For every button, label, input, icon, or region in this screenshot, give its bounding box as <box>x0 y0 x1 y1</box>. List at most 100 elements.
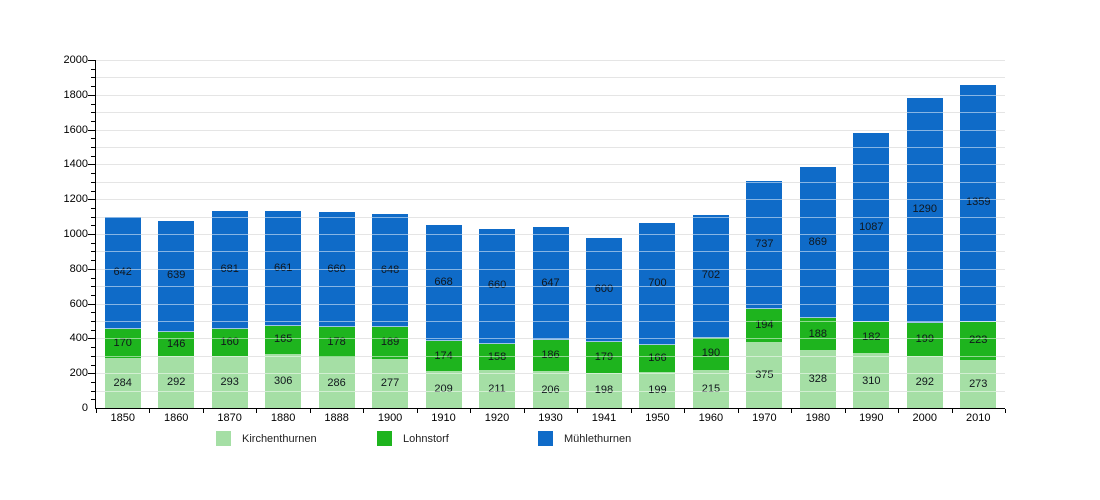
x-axis-tick-8 <box>523 409 525 413</box>
bar-value-label: 223 <box>969 334 988 347</box>
bar-2000: 292 199 1290 <box>906 98 943 408</box>
y-minor-tick-150 <box>91 381 95 383</box>
x-axis-tick-6 <box>416 409 418 413</box>
y-minor-tick-1300 <box>91 181 95 183</box>
bar-segment-mühlethurnen-1888: 660 <box>318 212 355 328</box>
bar-value-label: 158 <box>488 351 506 363</box>
gridline-overlay-1900 <box>96 77 1005 79</box>
bar-segment-mühlethurnen-1980: 869 <box>799 167 836 319</box>
bar-1980: 328 188 869 <box>799 167 836 408</box>
x-axis-label-1941: 1941 <box>591 412 617 424</box>
legend-item-lohnstorf: Lohnstorf <box>377 431 538 446</box>
gridline-overlay-1800 <box>96 94 1005 96</box>
x-axis-tick-16 <box>951 409 953 413</box>
bar-segment-kirchenthurnen-1960: 215 <box>692 370 729 408</box>
bar-segment-kirchenthurnen-1880: 306 <box>265 354 302 408</box>
bar-value-label: 648 <box>381 264 399 276</box>
x-axis-tick-5 <box>363 409 365 413</box>
y-axis-label-2000: 2000 <box>63 54 88 66</box>
gridline-overlay-600 <box>96 303 1005 305</box>
x-axis-label-1950: 1950 <box>645 412 670 424</box>
x-axis-label-1880: 1880 <box>270 412 296 424</box>
x-axis-label-1920: 1920 <box>484 412 510 424</box>
y-minor-tick-1250 <box>91 190 95 192</box>
y-major-tick-800 <box>88 268 95 270</box>
gridline-overlay-500 <box>96 321 1005 322</box>
x-axis-label-1990: 1990 <box>859 412 884 424</box>
y-major-tick-1400 <box>88 164 95 166</box>
bar-1860: 292 146 639 <box>158 220 195 408</box>
gridline-overlay-700 <box>96 286 1005 288</box>
y-minor-tick-500 <box>91 321 95 322</box>
bar-value-label: 292 <box>167 376 186 389</box>
y-axis-label-1200: 1200 <box>63 193 88 206</box>
y-minor-tick-50 <box>91 399 95 401</box>
bar-value-label: 284 <box>113 376 132 389</box>
y-minor-tick-1650 <box>91 120 95 122</box>
bar-segment-mühlethurnen-1900: 648 <box>372 214 409 327</box>
gridline-overlay-1100 <box>96 216 1005 218</box>
x-axis-tick-9 <box>577 409 579 413</box>
x-axis-label-1910: 1910 <box>431 412 456 424</box>
y-axis-label-1800: 1800 <box>63 88 88 101</box>
bar-value-label: 215 <box>701 382 721 395</box>
y-minor-tick-1050 <box>91 225 95 227</box>
y-major-tick-600 <box>88 303 95 305</box>
y-axis-label-600: 600 <box>69 297 88 310</box>
y-minor-tick-750 <box>91 277 95 279</box>
bar-segment-mühlethurnen-1870: 681 <box>211 210 248 330</box>
bar-value-label: 639 <box>167 269 186 282</box>
bar-segment-kirchenthurnen-1860: 292 <box>158 357 195 408</box>
y-axis-label-0: 0 <box>81 402 88 414</box>
y-axis-label-200: 200 <box>69 367 88 380</box>
bar-segment-kirchenthurnen-2010: 273 <box>960 360 997 408</box>
y-major-tick-2000 <box>88 60 95 61</box>
y-minor-tick-850 <box>91 260 95 262</box>
bar-segment-mühlethurnen-1860: 639 <box>158 220 195 332</box>
x-axis-tick-0 <box>96 409 97 413</box>
y-axis-label-1600: 1600 <box>63 123 88 136</box>
x-axis-label-1900: 1900 <box>377 412 403 424</box>
bar-1880: 306 165 661 <box>265 211 302 408</box>
bar-value-label: 277 <box>380 377 400 390</box>
gridline-overlay-400 <box>96 338 1005 340</box>
bar-value-label: 328 <box>808 372 828 385</box>
bar-value-label: 310 <box>862 374 881 387</box>
bar-segment-lohnstorf-2000: 199 <box>906 322 943 358</box>
y-minor-tick-1150 <box>91 207 95 209</box>
bar-segment-lohnstorf-1980: 188 <box>799 318 836 351</box>
gridline-overlay-300 <box>96 355 1005 357</box>
gridline-overlay-200 <box>96 373 1005 375</box>
bar-segment-mühlethurnen-1880: 661 <box>265 211 302 327</box>
y-axis-label-800: 800 <box>69 262 88 275</box>
bar-segment-lohnstorf-1960: 190 <box>692 337 729 371</box>
gridline-overlay-1600 <box>96 129 1005 131</box>
bar-1910: 209 174 668 <box>425 225 462 408</box>
y-minor-tick-1850 <box>91 86 95 88</box>
x-axis-label-1960: 1960 <box>698 412 724 424</box>
bar-1930: 206186647 <box>532 227 569 408</box>
bar-segment-lohnstorf-1888: 178 <box>318 327 355 359</box>
x-axis-label-1850: 1850 <box>110 412 135 424</box>
bar-segment-lohnstorf-1870: 160 <box>211 329 248 358</box>
bar-segment-lohnstorf-1950: 166 <box>639 344 676 374</box>
bar-1990: 310 182 1087 <box>853 133 890 408</box>
bar-value-label: 273 <box>969 377 988 390</box>
bar-value-label: 293 <box>220 376 239 389</box>
y-minor-tick-950 <box>91 242 95 244</box>
gridline-overlay-900 <box>96 251 1005 253</box>
gridline-overlay-2000 <box>96 60 1005 61</box>
y-axis-label-400: 400 <box>69 332 88 345</box>
x-axis-label-1930: 1930 <box>538 412 563 424</box>
x-axis-label-1970: 1970 <box>752 412 777 424</box>
x-axis-tick-1 <box>149 409 151 413</box>
y-minor-tick-650 <box>91 294 95 296</box>
legend: Kirchenthurnen Lohnstorf Mühlethurnen <box>216 431 699 446</box>
y-major-tick-1800 <box>88 94 95 96</box>
x-axis-tick-15 <box>898 409 900 413</box>
gridline-overlay-1400 <box>96 164 1005 166</box>
bar-value-label: 869 <box>808 235 828 248</box>
y-axis-label-1400: 1400 <box>63 158 88 171</box>
x-axis-line <box>95 408 1005 409</box>
